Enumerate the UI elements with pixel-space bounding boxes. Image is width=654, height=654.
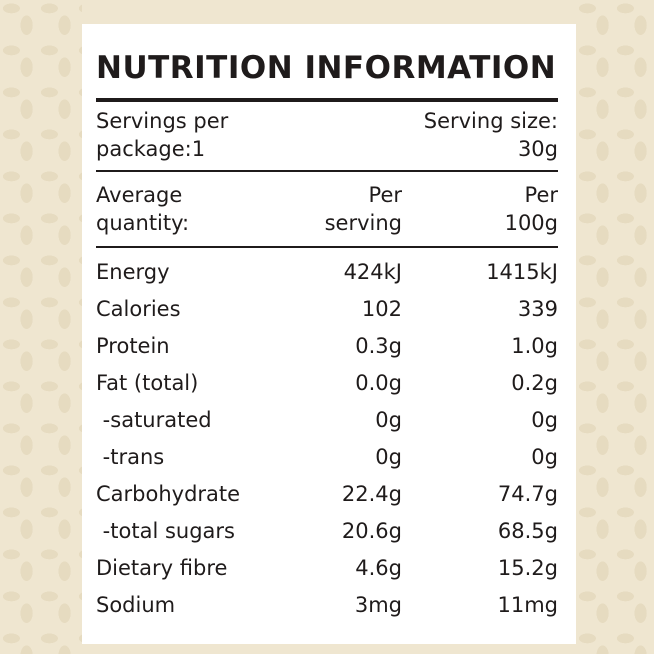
row-per-100g: 339 xyxy=(517,297,558,321)
serving-size-label: Serving size: xyxy=(423,109,558,133)
nutrient-row-protein: Protein 0.3g 1.0g xyxy=(96,330,558,367)
nutrient-row-energy: Energy 424kJ 1415kJ xyxy=(96,256,558,293)
header-per-100g-line1: Per xyxy=(524,183,558,207)
row-per-serving: 0g xyxy=(375,408,402,432)
nutrient-row-total-sugars: -total sugars 20.6g 68.5g xyxy=(96,515,558,552)
row-label: -total sugars xyxy=(96,519,235,543)
header-divider xyxy=(96,246,558,248)
header-per-serving-line1: Per xyxy=(368,183,402,207)
panel-title: NUTRITION INFORMATION xyxy=(96,50,557,86)
row-per-100g: 0.2g xyxy=(511,371,558,395)
row-per-100g: 1.0g xyxy=(511,334,558,358)
nutrient-row-saturated: -saturated 0g 0g xyxy=(96,404,558,441)
nutrient-row-carbohydrate: Carbohydrate 22.4g 74.7g xyxy=(96,478,558,515)
row-per-100g: 1415kJ xyxy=(486,260,558,284)
background-pattern-left xyxy=(0,0,82,654)
nutrition-panel: NUTRITION INFORMATION Servings per packa… xyxy=(82,24,576,644)
row-label: Protein xyxy=(96,334,170,358)
row-label: -trans xyxy=(96,445,165,469)
row-per-serving: 3mg xyxy=(354,593,402,617)
row-per-100g: 74.7g xyxy=(497,482,558,506)
row-per-100g: 68.5g xyxy=(497,519,558,543)
header-per-serving-line2: serving xyxy=(324,211,402,235)
row-per-serving: 102 xyxy=(361,297,402,321)
nutrient-row-dietary-fibre: Dietary fibre 4.6g 15.2g xyxy=(96,552,558,589)
row-label: -saturated xyxy=(96,408,212,432)
servings-per-package-line1: Servings per xyxy=(96,109,229,133)
row-per-100g: 11mg xyxy=(497,593,558,617)
header-per-100g-line2: 100g xyxy=(504,211,558,235)
row-per-serving: 4.6g xyxy=(355,556,402,580)
row-per-100g: 0g xyxy=(531,445,558,469)
servings-per-package-line2: package:1 xyxy=(96,137,206,161)
row-per-100g: 0g xyxy=(531,408,558,432)
row-label: Energy xyxy=(96,260,170,284)
row-per-100g: 15.2g xyxy=(497,556,558,580)
row-label: Sodium xyxy=(96,593,176,617)
row-per-serving: 0.3g xyxy=(355,334,402,358)
header-average: Average xyxy=(96,183,183,207)
nutrient-row-calories: Calories 102 339 xyxy=(96,293,558,330)
row-label: Carbohydrate xyxy=(96,482,241,506)
row-per-serving: 20.6g xyxy=(341,519,402,543)
row-per-serving: 22.4g xyxy=(341,482,402,506)
nutrient-row-trans: -trans 0g 0g xyxy=(96,441,558,478)
servings-divider xyxy=(96,170,558,172)
row-per-serving: 0.0g xyxy=(355,371,402,395)
row-label: Fat (total) xyxy=(96,371,199,395)
nutrient-row-fat-total: Fat (total) 0.0g 0.2g xyxy=(96,367,558,404)
row-per-serving: 424kJ xyxy=(343,260,402,284)
row-per-serving: 0g xyxy=(375,445,402,469)
row-label: Dietary fibre xyxy=(96,556,228,580)
nutrient-row-sodium: Sodium 3mg 11mg xyxy=(96,589,558,626)
title-divider xyxy=(96,98,558,102)
background-pattern-right xyxy=(576,0,654,654)
header-quantity: quantity: xyxy=(96,211,190,235)
serving-size-value: 30g xyxy=(517,137,558,161)
row-label: Calories xyxy=(96,297,181,321)
